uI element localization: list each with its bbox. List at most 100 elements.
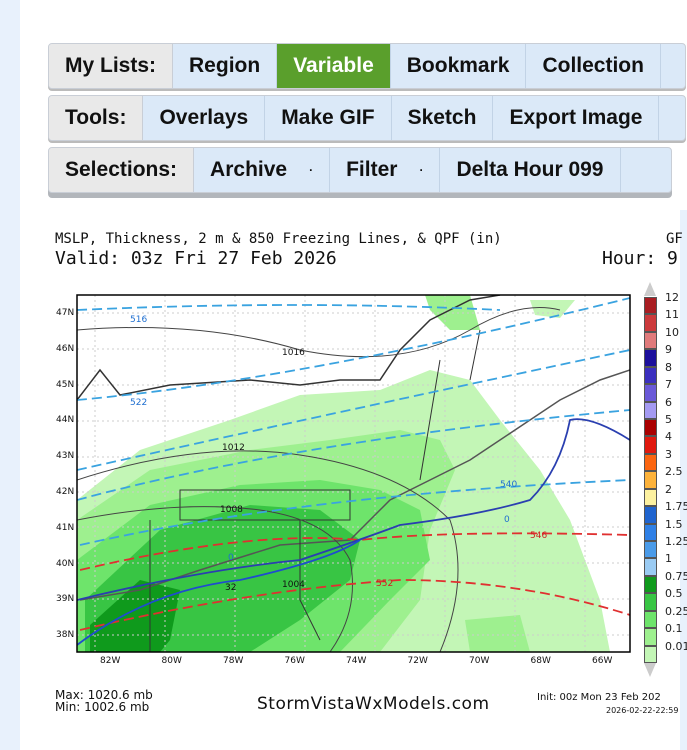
colorbar-swatch xyxy=(644,645,657,663)
colorbar-label: 8 xyxy=(665,360,672,374)
lon-label: 68W xyxy=(530,656,551,666)
filter-dropdown[interactable]: Filter · xyxy=(330,148,441,192)
collection-button[interactable]: Collection xyxy=(526,44,661,88)
delta-hour-button[interactable]: Delta Hour 099 xyxy=(440,148,621,192)
map-title: MSLP, Thickness, 2 m & 850 Freezing Line… xyxy=(55,231,502,247)
max-pressure: Max: 1020.6 mb xyxy=(55,688,153,702)
contour-label: 0 xyxy=(228,553,234,563)
tools-bar: Tools: Overlays Make GIF Sketch Export I… xyxy=(48,95,686,141)
colorbar-label: 12 xyxy=(665,291,679,304)
lon-label: 66W xyxy=(592,656,613,666)
colorbar-label: 11 xyxy=(665,308,679,322)
colorbar-swatch xyxy=(644,488,657,507)
lat-label: 46N xyxy=(56,343,75,354)
model-label: GF xyxy=(666,231,683,247)
lat-label: 40N xyxy=(56,558,75,569)
watermark: StormVistaWxModels.com xyxy=(257,694,490,714)
filter-label: Filter xyxy=(346,158,398,181)
colorbar-swatch xyxy=(644,593,657,611)
colorbar-swatch xyxy=(644,384,657,402)
colorbar-label: 10 xyxy=(665,325,679,339)
colorbar-swatch xyxy=(644,558,657,576)
colorbar-label: 0.75 xyxy=(665,569,687,583)
page-margin xyxy=(0,0,20,750)
valid-time: Valid: 03z Fri 27 Feb 2026 xyxy=(55,248,337,269)
contour-label: 552 xyxy=(376,579,393,589)
colorbar-swatch xyxy=(644,366,657,385)
lat-label: 38N xyxy=(56,630,75,641)
archive-dropdown[interactable]: Archive · xyxy=(194,148,331,192)
selections-label: Selections: xyxy=(49,148,195,192)
colorbar-label: 9 xyxy=(665,343,672,357)
my-lists-bar: My Lists: Region Variable Bookmark Colle… xyxy=(48,43,686,89)
colorbar-arrow-up xyxy=(644,282,656,296)
lat-label: 41N xyxy=(56,522,75,533)
colorbar-label: 1.25 xyxy=(665,535,687,548)
bookmark-button[interactable]: Bookmark xyxy=(391,44,527,88)
colorbar-label: 1.5 xyxy=(665,517,683,531)
contour-label: 540 xyxy=(500,480,517,490)
caret-down-icon: · xyxy=(309,163,314,177)
export-image-button[interactable]: Export Image xyxy=(493,96,660,140)
colorbar-label: 2 xyxy=(665,482,672,496)
variable-button[interactable]: Variable xyxy=(277,44,391,88)
lon-label: 72W xyxy=(407,656,428,666)
colorbar-label: 4 xyxy=(665,430,672,444)
contour-label: 1008 xyxy=(220,505,243,515)
colorbar-label: 1.75 xyxy=(665,500,687,514)
colorbar-label: 1 xyxy=(665,552,672,566)
lon-label: 76W xyxy=(284,656,305,666)
colorbar-swatch xyxy=(644,436,657,454)
colorbar-swatch xyxy=(644,331,657,350)
lat-label: 44N xyxy=(56,415,75,426)
lon-label: 80W xyxy=(161,656,182,666)
colorbar-swatch xyxy=(644,349,657,367)
contour-label: 0 xyxy=(504,515,510,525)
init-time: Init: 00z Mon 23 Feb 202 xyxy=(537,692,661,703)
timestamp: 2026-02-22-22:59 xyxy=(606,706,679,715)
overlays-button[interactable]: Overlays xyxy=(143,96,266,140)
colorbar-swatch xyxy=(644,297,657,315)
lat-label: 43N xyxy=(56,451,75,462)
lon-label: 70W xyxy=(469,656,490,666)
lon-label: 82W xyxy=(100,656,121,666)
contour-label: 32 xyxy=(225,583,236,593)
colorbar-label: 2.5 xyxy=(665,465,683,479)
colorbar-label: 0.1 xyxy=(665,622,683,636)
contour-label: 516 xyxy=(130,315,147,325)
colorbar-swatch xyxy=(644,506,657,524)
archive-label: Archive xyxy=(210,158,288,181)
colorbar-label: 0.01 xyxy=(665,639,687,653)
colorbar-swatch xyxy=(644,471,657,489)
make-gif-button[interactable]: Make GIF xyxy=(265,96,392,140)
colorbar-arrow-down xyxy=(644,663,656,677)
contour-label: 1012 xyxy=(222,443,245,453)
lon-label: 78W xyxy=(223,656,244,666)
colorbar-swatch xyxy=(644,314,657,332)
min-pressure: Min: 1002.6 mb xyxy=(55,700,150,714)
caret-down-icon: · xyxy=(419,163,424,177)
colorbar-swatch xyxy=(644,419,657,437)
my-lists-label: My Lists: xyxy=(49,44,174,88)
lat-label: 39N xyxy=(56,594,75,605)
contour-label: 1016 xyxy=(282,348,305,358)
colorbar-swatch xyxy=(644,401,657,419)
colorbar-swatch xyxy=(644,541,657,559)
lat-label: 47N xyxy=(56,308,75,318)
colorbar-label: 0.5 xyxy=(665,587,683,601)
selections-bar: Selections: Archive · Filter · Delta Hour … xyxy=(48,147,672,193)
colorbar-swatch xyxy=(644,575,657,594)
colorbar-swatch xyxy=(644,523,657,541)
contour-label: 522 xyxy=(130,398,147,408)
forecast-hour: Hour: 9 xyxy=(602,248,678,269)
map-frame xyxy=(76,294,631,653)
colorbar-swatch xyxy=(644,453,657,472)
colorbar-label: 0.25 xyxy=(665,604,687,618)
lat-label: 45N xyxy=(56,379,75,390)
contour-label: 1004 xyxy=(282,580,305,590)
colorbar-swatch xyxy=(644,628,657,646)
sketch-button[interactable]: Sketch xyxy=(392,96,494,140)
region-button[interactable]: Region xyxy=(173,44,278,88)
tools-label: Tools: xyxy=(49,96,144,140)
